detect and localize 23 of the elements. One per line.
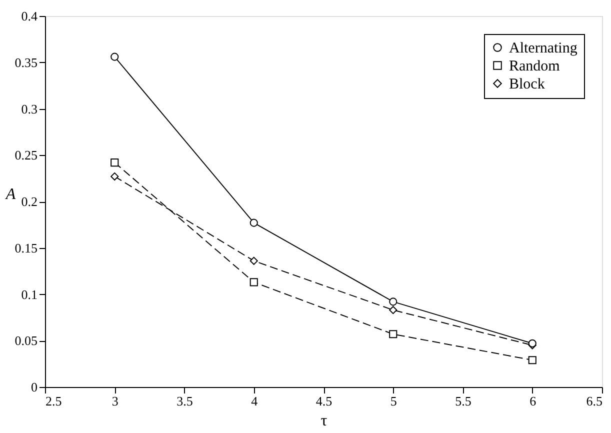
y-tick-label: 0.3: [21, 101, 38, 116]
y-tick-label: 0: [31, 380, 38, 394]
legend-label: Random: [509, 58, 560, 74]
y-tick-label: 0.2: [21, 194, 38, 209]
x-tick-label: 6: [530, 394, 537, 408]
x-tick-label: 4.5: [316, 394, 332, 408]
y-tick-label: 0.25: [14, 148, 38, 163]
y-tick-label: 0.1: [21, 286, 38, 302]
x-tick-label: 5.5: [455, 394, 472, 408]
x-tick-label: 2.5: [46, 394, 62, 408]
y-axis-title: A: [4, 186, 16, 203]
x-tick-label: 5: [390, 394, 397, 408]
y-tick-label: 0.4: [21, 8, 38, 24]
y-tick-label: 0.35: [14, 54, 38, 70]
y-tick-label: 0.15: [14, 240, 38, 256]
x-tick-label: 6.5: [586, 394, 602, 408]
legend-label: Block: [509, 76, 546, 92]
legend-label: Alternating: [509, 40, 578, 56]
x-axis-title: τ: [320, 412, 328, 430]
x-tick-label: 3.5: [176, 394, 193, 408]
y-tick-label: 0.05: [14, 333, 38, 348]
x-tick-label: 3: [112, 394, 118, 408]
x-tick-label: 4: [251, 394, 258, 408]
